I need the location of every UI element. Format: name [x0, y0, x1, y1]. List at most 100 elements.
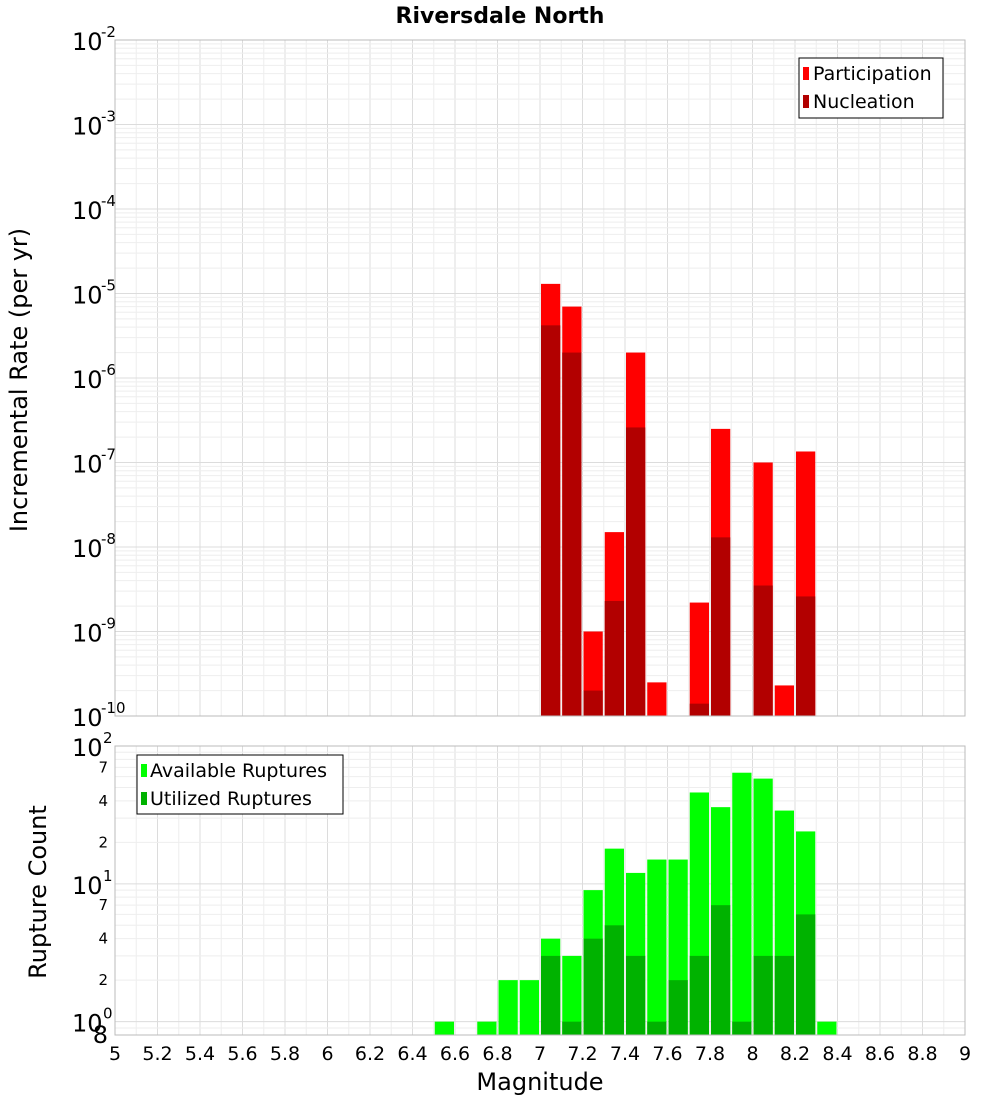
bar-nucleation [583, 690, 603, 716]
bar-utilized-ruptures [774, 955, 794, 1035]
top-legend-box [798, 57, 944, 119]
legend-swatch-nucleation [803, 95, 809, 108]
bottom-y-minor-tick-label: 2 [98, 971, 108, 989]
x-tick-label: 5.8 [270, 1043, 300, 1065]
bottom-y-tick-exponent: 2 [103, 729, 113, 747]
top-y-tick-exponent: -9 [101, 615, 116, 633]
bottom-plot-frame [114, 745, 966, 1036]
x-tick-label: 5.6 [227, 1043, 257, 1065]
top-y-tick-label: 10 [72, 620, 103, 648]
legend-label-nucleation: Nucleation [813, 91, 915, 113]
bar-available-ruptures [562, 955, 582, 1035]
x-tick-label: 6.6 [440, 1043, 470, 1065]
bar-utilized-ruptures [668, 980, 688, 1035]
bar-nucleation [711, 537, 731, 716]
bar-available-ruptures [732, 772, 752, 1035]
bar-nucleation [753, 585, 773, 716]
bottom-legend-box [136, 754, 344, 815]
top-y-tick-exponent: -7 [101, 446, 116, 464]
bar-available-ruptures [477, 1021, 497, 1035]
bar-utilized-ruptures [711, 905, 731, 1035]
chart-title: Riversdale North [396, 4, 605, 29]
bottom-y-minor-tick-label: 2 [98, 833, 108, 851]
bottom-y-axis-label: Rupture Count [24, 805, 52, 979]
top-y-tick-label: 10 [72, 451, 103, 479]
bottom-legend: Available Ruptures Utilized Ruptures [136, 754, 344, 815]
legend-label-participation: Participation [813, 63, 932, 85]
bottom-y-minor-tick-label: 4 [98, 792, 108, 810]
bar-nucleation [604, 600, 624, 716]
bar-utilized-ruptures [753, 955, 773, 1035]
bar-available-ruptures [434, 1021, 454, 1035]
x-axis-label: Magnitude [476, 1068, 603, 1096]
top-legend: Participation Nucleation [798, 57, 944, 119]
top-y-tick-exponent: -8 [101, 530, 116, 548]
x-tick-label: 5.4 [185, 1043, 215, 1065]
bottom-y-tick-label: 10 [72, 1010, 103, 1038]
x-tick-label: 7.2 [567, 1043, 597, 1065]
x-tick-label: 7.8 [695, 1043, 725, 1065]
bar-participation [774, 685, 794, 716]
bar-utilized-ruptures [626, 955, 646, 1035]
x-tick-label: 6 [321, 1043, 333, 1065]
top-y-tick-exponent: -2 [101, 23, 116, 41]
legend-swatch-available-ruptures [141, 764, 147, 777]
top-y-tick-label: 10 [72, 282, 103, 310]
top-y-tick-label: 10 [72, 28, 103, 56]
x-tick-label: 6.8 [482, 1043, 512, 1065]
top-y-tick-label: 10 [72, 113, 103, 141]
x-ticks: 5 5.2 5.4 5.6 5.8 6 6.2 6.4 6.6 6.8 7 7.2 7.4 7.6 7.8 8… [109, 1043, 971, 1065]
top-y-tick-label: 10 [72, 197, 103, 225]
bottom-y-tick-label: 10 [72, 734, 103, 762]
bottom-bars [434, 772, 837, 1035]
top-y-tick-exponent: -6 [101, 361, 116, 379]
bar-available-ruptures [519, 980, 539, 1035]
top-y-tick-label: 10 [72, 366, 103, 394]
x-tick-label: 6.4 [397, 1043, 427, 1065]
bar-utilized-ruptures [562, 1021, 582, 1035]
top-y-tick-label: 10 [72, 535, 103, 563]
bar-available-ruptures [647, 859, 667, 1035]
bottom-y-minor-tick-label: 4 [98, 930, 108, 948]
legend-swatch-utilized-ruptures [141, 792, 147, 805]
top-plot-frame [114, 39, 966, 717]
bar-utilized-ruptures [583, 938, 603, 1035]
x-tick-label: 8 [746, 1043, 758, 1065]
legend-swatch-participation [803, 67, 809, 80]
bar-participation [647, 682, 667, 716]
top-y-axis-label: Incremental Rate (per yr) [5, 228, 33, 532]
bar-utilized-ruptures [647, 1021, 667, 1035]
bar-nucleation [626, 427, 646, 716]
bottom-y-minor-tick-label: 8 [93, 1021, 108, 1049]
top-bars [541, 283, 816, 716]
bar-nucleation [796, 596, 816, 716]
bar-utilized-ruptures [689, 955, 709, 1035]
x-tick-label: 8.4 [822, 1043, 852, 1065]
bottom-y-tick-label: 10 [72, 872, 103, 900]
top-y-tick-exponent: -5 [101, 277, 116, 295]
bottom-y-minor-tick-label: 7 [98, 758, 108, 776]
x-tick-label: 5 [109, 1043, 121, 1065]
bar-nucleation [562, 352, 582, 716]
top-y-ticks: 10-210-310-410-510-610-710-810-910-10 [72, 23, 126, 732]
bar-utilized-ruptures [732, 1021, 752, 1035]
x-tick-label: 7.4 [610, 1043, 640, 1065]
legend-label-utilized-ruptures: Utilized Ruptures [150, 788, 312, 810]
bar-available-ruptures [817, 1021, 837, 1035]
x-tick-label: 5.2 [142, 1043, 172, 1065]
bottom-y-tick-exponent: 0 [103, 1005, 113, 1023]
x-tick-label: 8.6 [865, 1043, 895, 1065]
bar-utilized-ruptures [796, 914, 816, 1035]
x-tick-label: 9 [959, 1043, 971, 1065]
top-y-tick-exponent: -3 [101, 108, 116, 126]
x-tick-label: 8.8 [907, 1043, 937, 1065]
bar-participation [689, 602, 709, 716]
x-tick-label: 8.2 [780, 1043, 810, 1065]
bottom-y-tick-exponent: 1 [103, 867, 113, 885]
x-tick-label: 6.2 [355, 1043, 385, 1065]
bar-nucleation [689, 703, 709, 716]
top-grid [114, 40, 966, 717]
legend-label-available-ruptures: Available Ruptures [150, 760, 327, 782]
